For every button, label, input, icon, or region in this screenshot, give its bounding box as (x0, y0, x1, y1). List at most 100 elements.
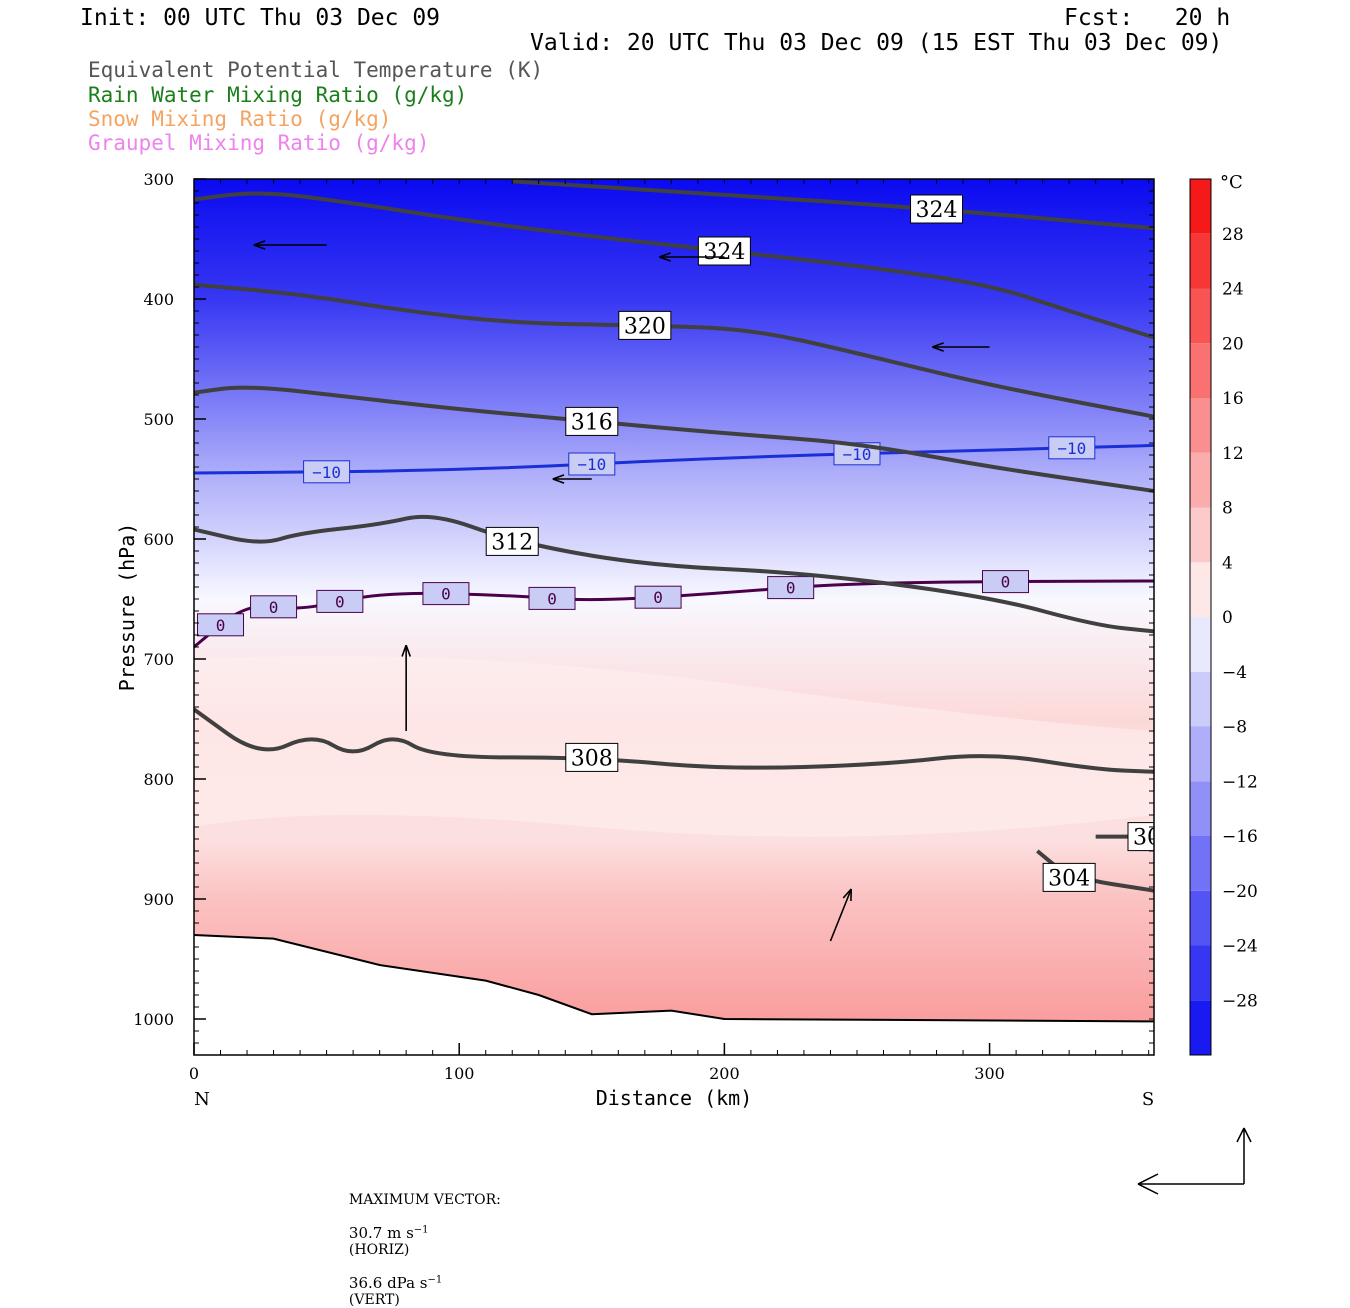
reference-horiz-arrow (1137, 1173, 1244, 1195)
horiz-exponent: −1 (413, 1224, 429, 1236)
wind-vector (829, 888, 853, 942)
colorbar-segment (1190, 179, 1211, 234)
theta-e-label-box (565, 406, 619, 436)
wind-vector-shaft (829, 888, 853, 942)
theta-e-label-box (565, 742, 619, 772)
y-tick-label: 500 (143, 410, 174, 429)
y-tick-label: 700 (143, 650, 174, 669)
theta-e-label: 320 (618, 310, 672, 340)
isotherm-label-box (568, 452, 616, 476)
wind-vector (659, 252, 725, 262)
reference-vert-arrow (1236, 1127, 1252, 1184)
max-vector-label: MAXIMUM VECTOR: (348, 1192, 501, 1208)
wind-vector-head (552, 474, 565, 484)
isotherm-label-text: 0 (1001, 573, 1011, 592)
colorbar-label: 28 (1222, 225, 1244, 245)
theta-e-label-text: 308 (571, 746, 613, 771)
terrain-mask (194, 935, 1154, 1055)
theta-e-contour (194, 514, 1154, 634)
cross-section-chart: −10 −10 −10 −10 0 0 0 0 0 0 0 0 324 324 320 316 312 308 30… (115, 170, 1258, 1195)
isotherm-label-text: 0 (216, 616, 226, 635)
colorbar-label: −4 (1222, 663, 1247, 683)
colorbar-label: −8 (1222, 718, 1247, 738)
theta-e-label: 312 (485, 526, 539, 556)
theta-e-label: 316 (565, 406, 619, 436)
plot-frame (193, 178, 1155, 1056)
colorbar-segment (1190, 781, 1211, 836)
theta-e-contour (194, 707, 1154, 774)
colorbar-segment (1190, 836, 1211, 891)
isotherm-label-box (528, 586, 576, 610)
theta-e-label-text: 324 (916, 198, 958, 223)
y-tick-label: 600 (143, 530, 174, 549)
colorbar-segment (1190, 726, 1211, 782)
colorbar-label: 16 (1222, 389, 1244, 409)
y-tick-label: 800 (143, 770, 174, 789)
colorbar-unit: °C (1220, 172, 1243, 193)
isotherm-label-text: 0 (441, 585, 451, 604)
theta-e-label: 324 (697, 236, 751, 266)
theta-e-contour (194, 191, 1154, 340)
theta-e-label-text: 324 (703, 240, 745, 265)
isotherm-label: −10 (303, 460, 351, 484)
theta-e-label-box (485, 526, 539, 556)
x-end-label-north: N (194, 1089, 210, 1110)
colorbar-label: 0 (1222, 608, 1233, 628)
theta-e-label: 304 (1042, 862, 1096, 892)
theta-e-label-text: 316 (571, 410, 613, 435)
isotherm-label: 0 (422, 582, 470, 606)
isotherm-label: 0 (981, 570, 1029, 594)
isotherm-label-text: −10 (312, 463, 341, 482)
theta-e-label: 304 (1127, 822, 1154, 852)
colorbar-segment (1190, 398, 1211, 453)
legend-graupel: Graupel Mixing Ratio (g/kg) (88, 131, 430, 155)
mid-level-warm-lobe (194, 656, 1154, 837)
isotherm-label-box (1048, 436, 1096, 460)
max-vector-caption: MAXIMUM VECTOR: 30.7 m s−1 (HORIZ) 36.6 … (340, 1176, 501, 1308)
theta-e-label-box (910, 194, 964, 224)
colorbar-segment (1190, 452, 1211, 508)
isotherm-label-text: −10 (577, 455, 606, 474)
x-tick-label: 0 (189, 1064, 199, 1083)
colorbar-frame (1189, 178, 1212, 1056)
valid-time: Valid: 20 UTC Thu 03 Dec 09 (15 EST Thu … (530, 30, 1223, 56)
legend-rain: Rain Water Mixing Ratio (g/kg) (88, 83, 468, 107)
colorbar-label: −28 (1222, 991, 1258, 1011)
y-axis-title: Pressure (hPa) (115, 523, 139, 692)
wind-vector (552, 474, 592, 484)
isotherm-label-text: 0 (786, 579, 796, 598)
theta-e-label-box (1042, 862, 1096, 892)
isotherm-label-box (303, 460, 351, 484)
colorbar-label: −20 (1222, 882, 1258, 902)
x-axis-title: Distance (km) (596, 1086, 753, 1110)
reference-vector (1137, 1127, 1252, 1195)
max-horiz-value: 30.7 m s (348, 1224, 414, 1242)
colorbar-label: 20 (1222, 334, 1244, 354)
wind-vector (401, 644, 412, 731)
wind-vector-head (659, 252, 671, 262)
wind-vector-head (932, 342, 944, 352)
colorbar-segment (1190, 890, 1211, 946)
vert-unit: (VERT) (348, 1292, 400, 1308)
y-tick-label: 900 (143, 890, 174, 909)
theta-e-label-text: 304 (1048, 866, 1090, 891)
isotherm-label-text: 0 (269, 598, 279, 617)
theta-e-label-text: 320 (624, 314, 666, 339)
isotherm-label-box (981, 570, 1029, 594)
vert-exponent: −1 (427, 1274, 443, 1286)
x-end-label-south: S (1142, 1089, 1154, 1110)
max-vert-value: 36.6 dPa s (348, 1274, 428, 1292)
isotherm-label-box (767, 576, 815, 600)
init-time: Init: 00 UTC Thu 03 Dec 09 (80, 5, 441, 31)
colorbar-label: 8 (1222, 499, 1233, 519)
y-tick-label: 400 (143, 290, 174, 309)
y-tick-label: 1000 (133, 1010, 174, 1029)
wind-vector-head (842, 888, 853, 902)
colorbar-label: 24 (1222, 280, 1244, 300)
wind-vector (253, 240, 327, 250)
horiz-unit: (HORIZ) (348, 1242, 410, 1258)
colorbar-segment (1190, 562, 1211, 617)
theta-e-label: 324 (910, 194, 964, 224)
terrain-surface-line (194, 934, 1154, 1023)
isotherm-label-box (422, 582, 470, 606)
